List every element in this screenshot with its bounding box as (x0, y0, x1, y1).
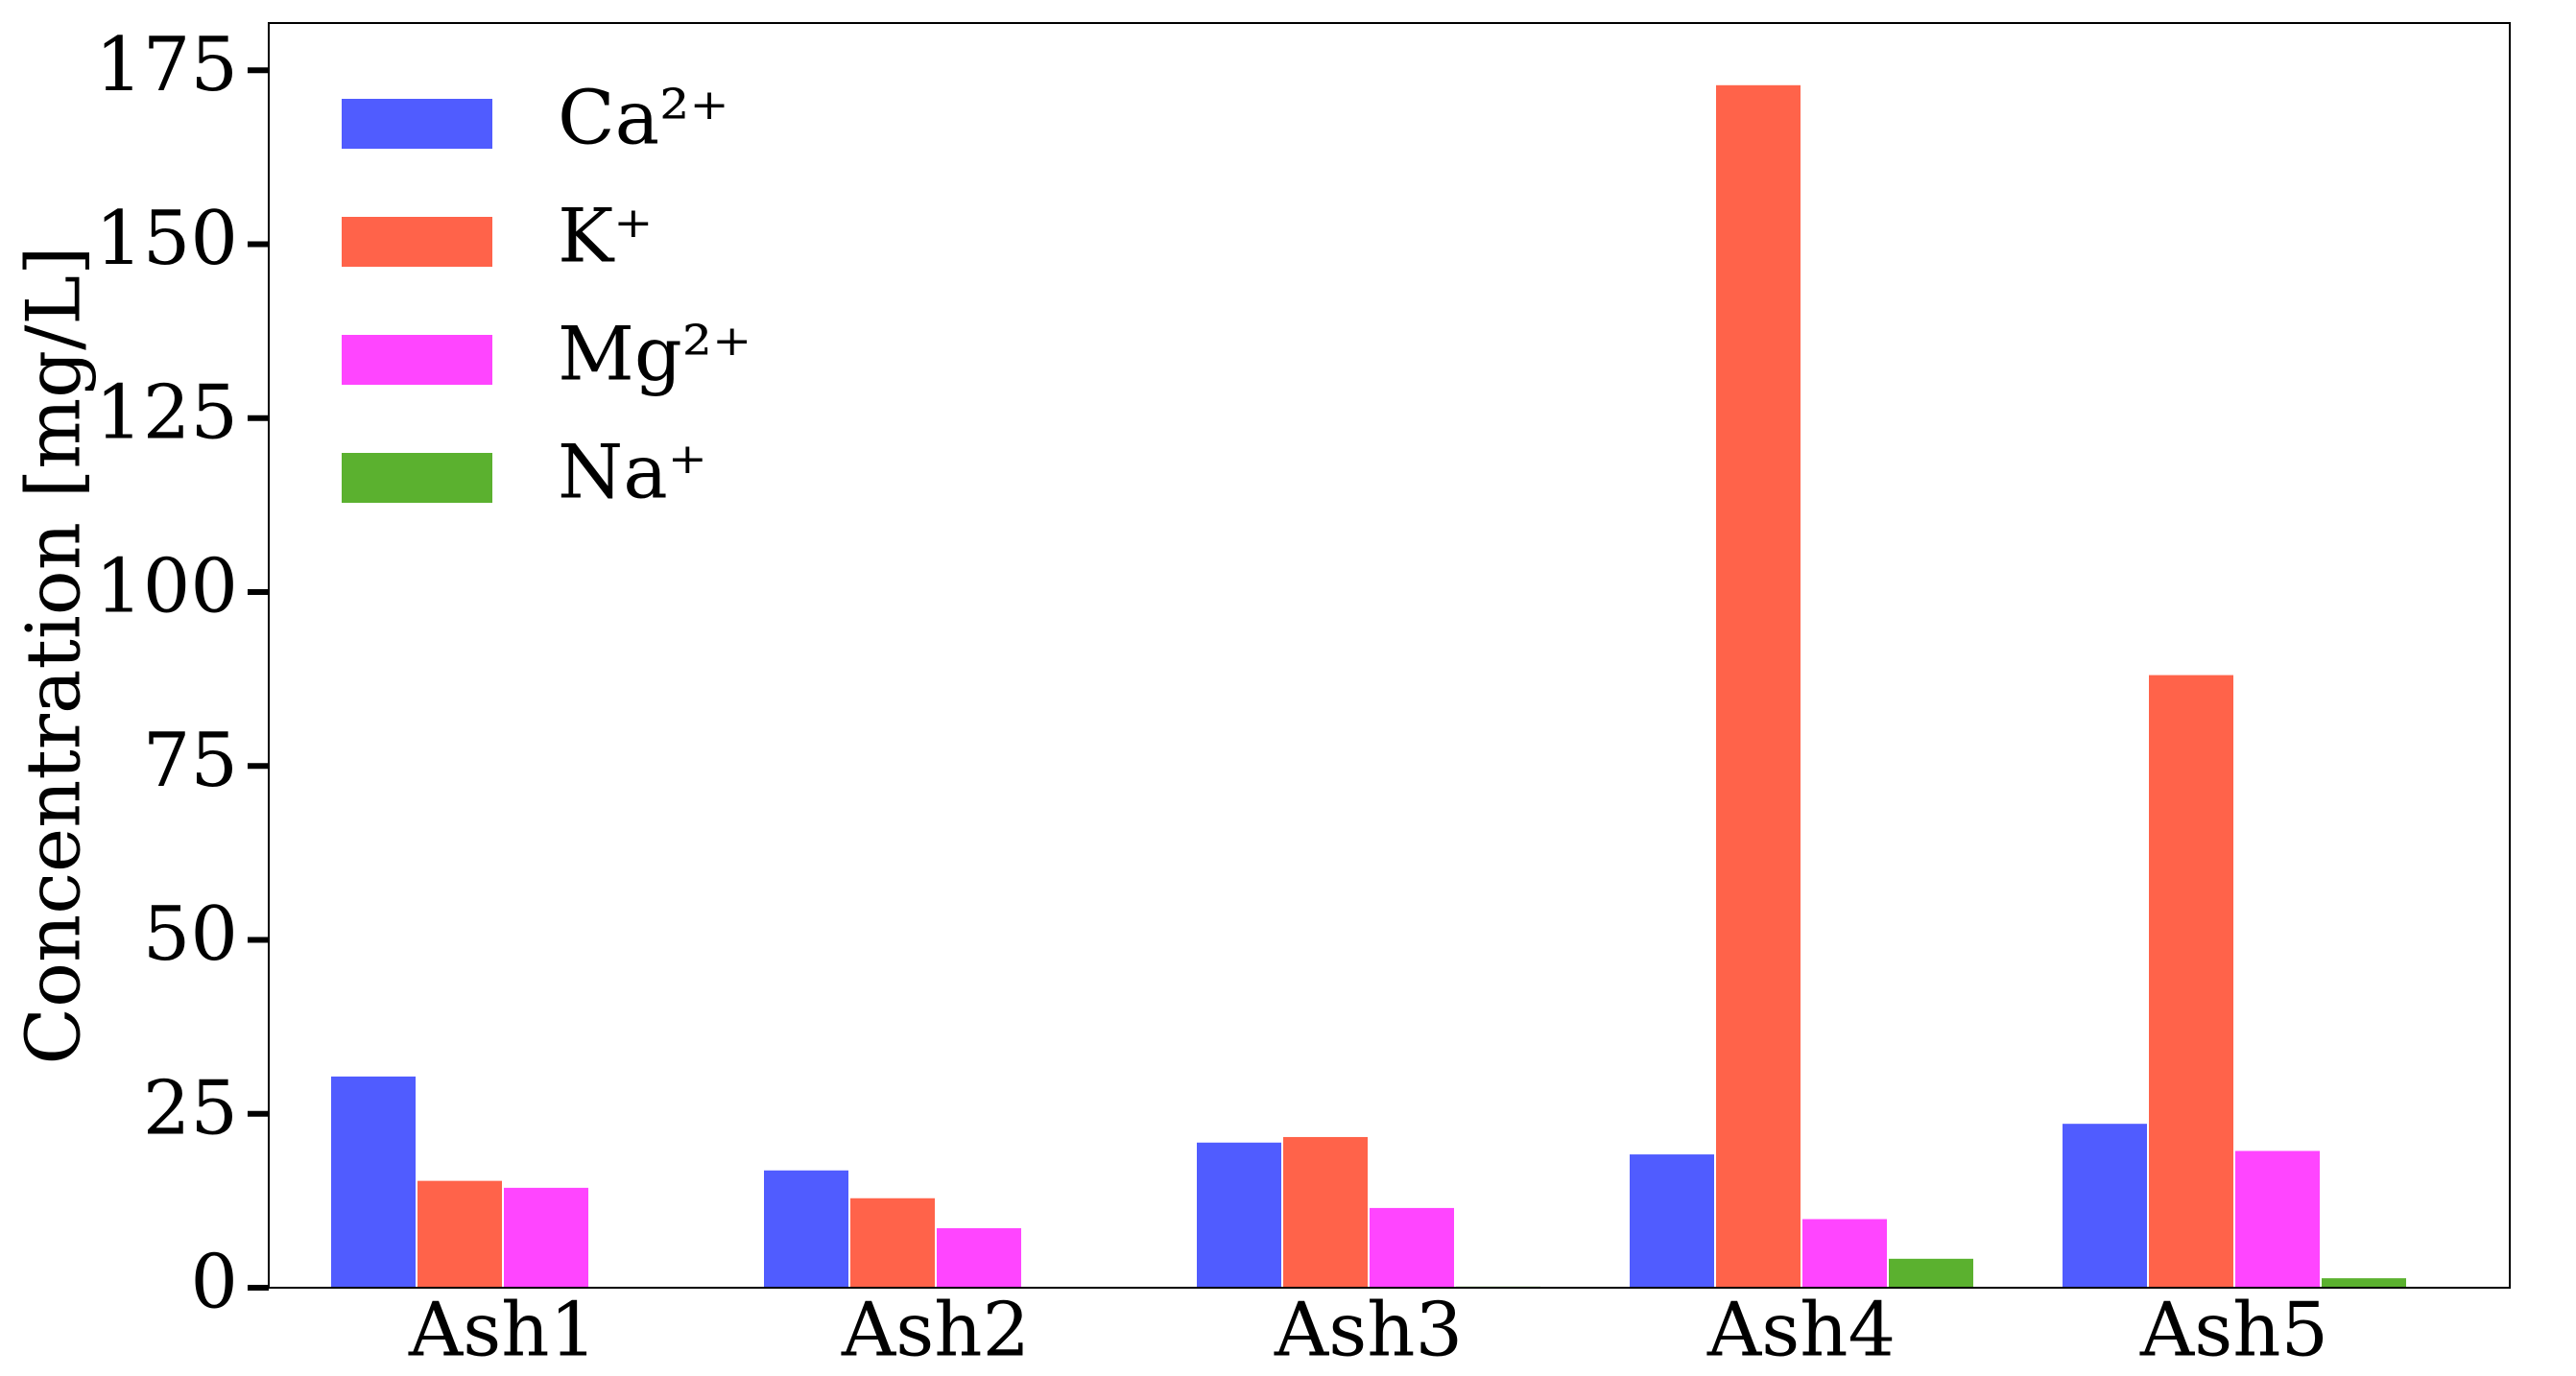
bar (1281, 1134, 1370, 1290)
y-tick-label: 150 (95, 196, 238, 282)
bar (329, 1074, 417, 1290)
legend-label: K⁺ (558, 194, 653, 280)
y-tick-label: 75 (143, 718, 238, 804)
legend-swatch (342, 99, 492, 149)
bar (1714, 83, 1802, 1289)
x-tick-label: Ash4 (1706, 1288, 1896, 1374)
bar (2233, 1149, 2322, 1289)
bar (935, 1225, 1023, 1289)
legend-swatch (342, 453, 492, 503)
x-tick-label: Ash3 (1274, 1288, 1463, 1374)
bar (1195, 1140, 1283, 1289)
bar (502, 1185, 590, 1290)
bar (416, 1178, 504, 1290)
legend-label: Mg²⁺ (558, 312, 751, 398)
y-tick-label: 50 (143, 891, 238, 978)
bar (2061, 1122, 2149, 1289)
y-tick-label: 25 (143, 1065, 238, 1151)
y-axis-label: Concentration [mg/L] (12, 246, 98, 1064)
bar (762, 1168, 850, 1289)
bar (848, 1196, 937, 1289)
legend-swatch (342, 335, 492, 385)
plot-frame (268, 22, 2511, 1289)
legend-label: Ca²⁺ (558, 76, 729, 162)
y-tick-label: 175 (95, 22, 238, 108)
legend-label: Na⁺ (558, 430, 707, 516)
y-tick-label: 100 (95, 544, 238, 630)
x-tick-label: Ash1 (408, 1288, 597, 1374)
x-tick-label: Ash5 (2139, 1288, 2328, 1374)
bar (1887, 1256, 1975, 1289)
bar (2147, 673, 2235, 1289)
bar (1368, 1205, 1456, 1290)
y-tick-label: 125 (95, 369, 238, 456)
bar (1801, 1217, 1889, 1290)
bar (2320, 1276, 2408, 1289)
x-tick-label: Ash2 (841, 1288, 1030, 1374)
bar (1628, 1152, 1716, 1290)
legend-swatch (342, 217, 492, 267)
y-tick-label: 0 (190, 1240, 238, 1326)
